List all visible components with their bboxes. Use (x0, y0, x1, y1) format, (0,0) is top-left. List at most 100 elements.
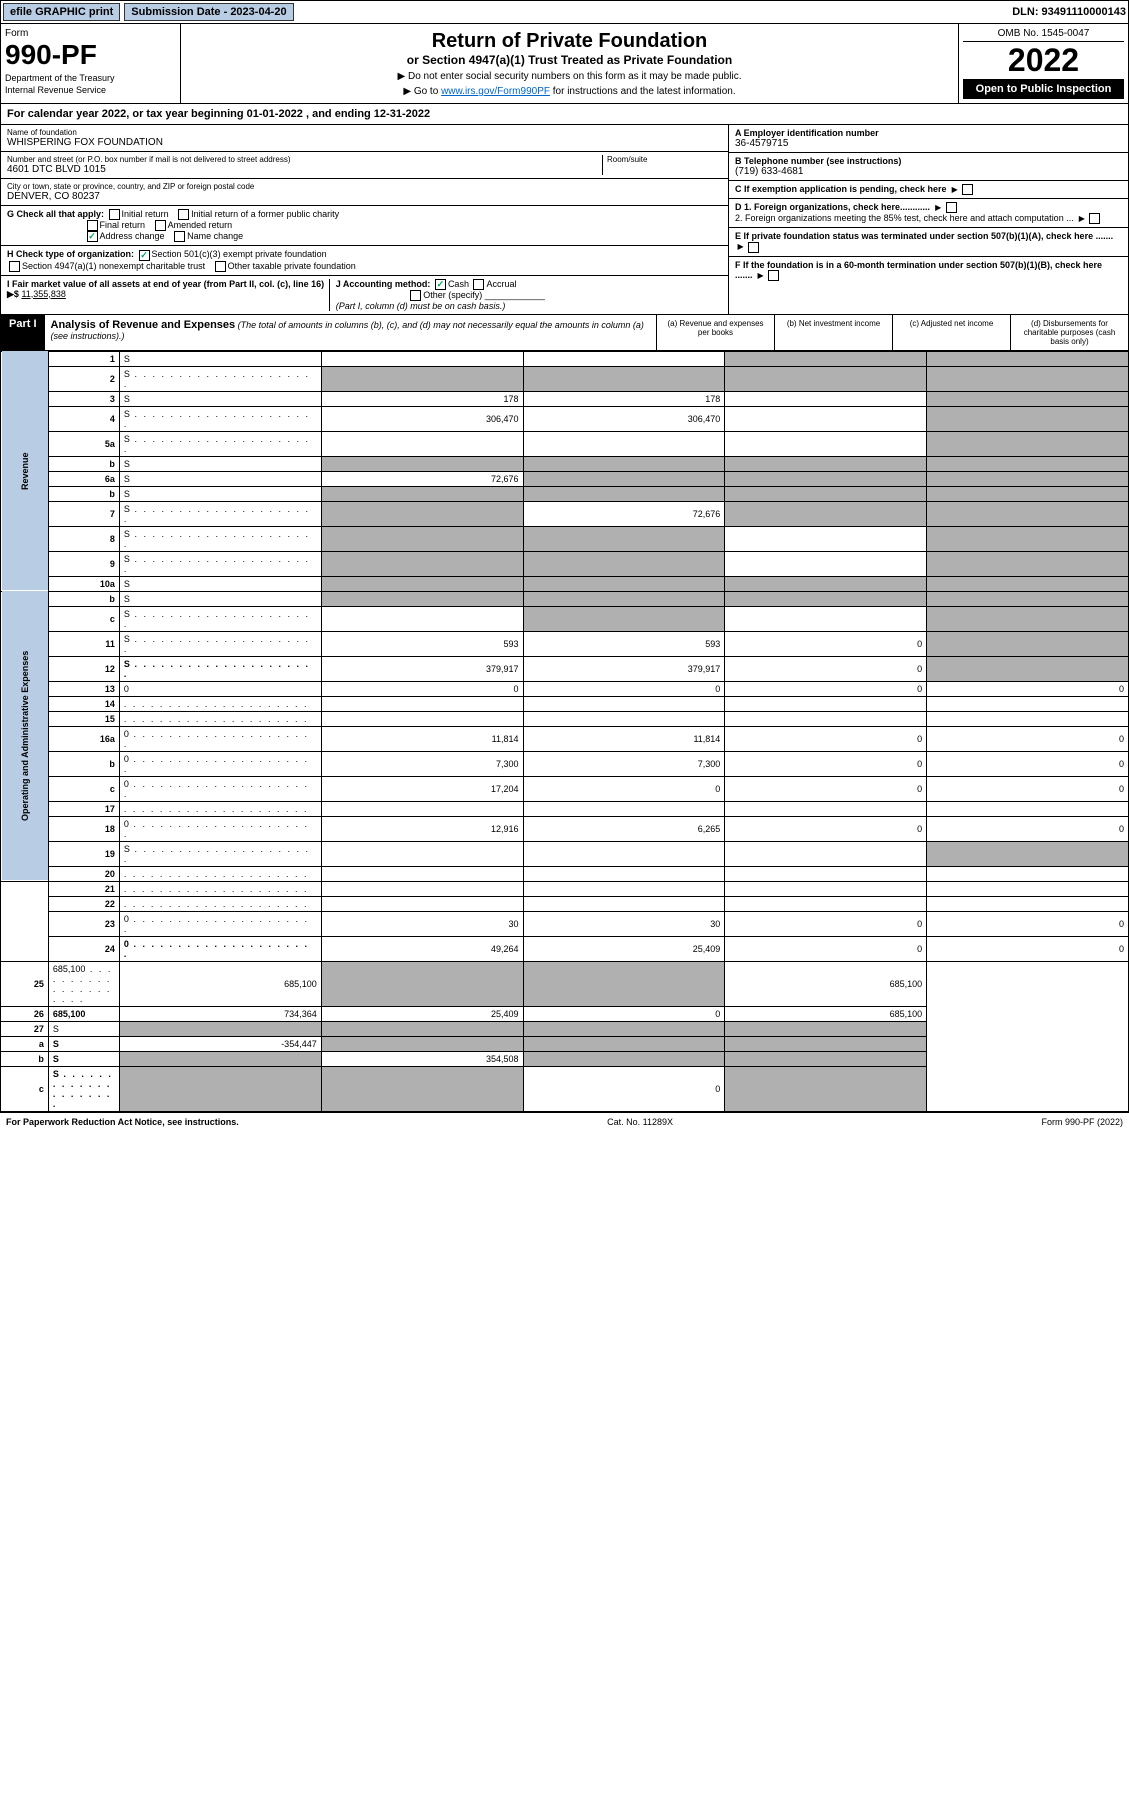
e-cell: E If private foundation status was termi… (729, 228, 1128, 256)
other-method-label: Other (specify) (423, 290, 482, 300)
amount-col-c (725, 526, 927, 551)
e-check[interactable] (748, 242, 759, 253)
street-address: 4601 DTC BLVD 1015 (7, 164, 602, 175)
f-cell: F If the foundation is in a 60-month ter… (729, 257, 1128, 284)
page-footer: For Paperwork Reduction Act Notice, see … (0, 1112, 1129, 1131)
accrual-check[interactable] (473, 279, 484, 290)
initial-former-check[interactable] (178, 209, 189, 220)
amount-col-d: 685,100 (725, 1006, 927, 1021)
footer-mid: Cat. No. 11289X (607, 1117, 673, 1127)
table-row: 8S (1, 526, 1129, 551)
4947-check[interactable] (9, 261, 20, 272)
line-description: S (119, 551, 321, 576)
amount-col-c: 0 (725, 726, 927, 751)
line-number: 2 (48, 366, 119, 391)
501c3-check[interactable] (139, 250, 150, 261)
part1-table: Revenue1S2S3S1781784S306,470306,4705aSbS… (0, 351, 1129, 1112)
omb-number: OMB No. 1545-0047 (963, 28, 1124, 42)
amount-col-d (725, 1066, 927, 1111)
amount-col-c (725, 696, 927, 711)
table-row: Operating and Administrative ExpensesbS (1, 591, 1129, 606)
col-c-hdr: (c) Adjusted net income (892, 315, 1010, 350)
amount-col-c (725, 366, 927, 391)
amount-col-d (927, 591, 1129, 606)
final-return-check[interactable] (87, 220, 98, 231)
line-number: 10a (48, 576, 119, 591)
amount-col-b (523, 801, 725, 816)
table-row: 18012,9166,26500 (1, 816, 1129, 841)
header-right: OMB No. 1545-0047 2022 Open to Public In… (958, 24, 1128, 103)
other-method-check[interactable] (410, 290, 421, 301)
blank-side (1, 881, 49, 961)
amount-col-c: 0 (523, 1066, 725, 1111)
amount-col-d: 0 (927, 681, 1129, 696)
table-row: 7S72,676 (1, 501, 1129, 526)
line-description (119, 866, 321, 881)
amount-col-a (321, 591, 523, 606)
amount-col-b: 0 (523, 776, 725, 801)
amount-col-c (725, 486, 927, 501)
line-description (119, 801, 321, 816)
line-number: 17 (48, 801, 119, 816)
amount-col-a: 685,100 (119, 961, 321, 1006)
amount-col-c (725, 406, 927, 431)
line-description: S (119, 406, 321, 431)
f-check[interactable] (768, 270, 779, 281)
form-header: Form 990-PF Department of the Treasury I… (0, 24, 1129, 104)
final-return-label: Final return (100, 220, 146, 230)
line-number: 25 (1, 961, 49, 1006)
d1-check[interactable] (946, 202, 957, 213)
table-row: bS (1, 456, 1129, 471)
efile-btn[interactable]: efile GRAPHIC print (3, 3, 120, 21)
address-change-check[interactable] (87, 231, 98, 242)
amount-col-b (523, 591, 725, 606)
amount-col-c (725, 881, 927, 896)
header-left: Form 990-PF Department of the Treasury I… (1, 24, 181, 103)
d-cell: D 1. Foreign organizations, check here..… (729, 199, 1128, 228)
other-taxable-check[interactable] (215, 261, 226, 272)
initial-return-check[interactable] (109, 209, 120, 220)
footer-left: For Paperwork Reduction Act Notice, see … (6, 1117, 239, 1127)
line-number: 12 (48, 656, 119, 681)
amended-check[interactable] (155, 220, 166, 231)
table-row: b07,3007,30000 (1, 751, 1129, 776)
submission-btn[interactable]: Submission Date - 2023-04-20 (124, 3, 293, 21)
amount-col-c (725, 896, 927, 911)
line-description: 0 (119, 751, 321, 776)
c-check[interactable] (962, 184, 973, 195)
f-label: F If the foundation is in a 60-month ter… (735, 260, 1102, 280)
irs-link[interactable]: www.irs.gov/Form990PF (441, 86, 550, 97)
amount-col-a (321, 841, 523, 866)
line-description: S (119, 431, 321, 456)
amount-col-a (119, 1066, 321, 1111)
amount-col-a: 11,814 (321, 726, 523, 751)
line-description: S (119, 366, 321, 391)
amount-col-c (725, 841, 927, 866)
instr-pre: ▶ Go to (403, 86, 441, 97)
name-change-label: Name change (187, 231, 243, 241)
amount-col-d (927, 866, 1129, 881)
amount-col-b: 30 (523, 911, 725, 936)
line-description: 0 (119, 936, 321, 961)
amount-col-a: 49,264 (321, 936, 523, 961)
g-check-cell: G Check all that apply: Initial return I… (1, 206, 728, 246)
name-change-check[interactable] (174, 231, 185, 242)
header-mid: Return of Private Foundation or Section … (181, 24, 958, 103)
amount-col-c (725, 606, 927, 631)
table-row: 26685,100734,36425,4090685,100 (1, 1006, 1129, 1021)
line-description (119, 896, 321, 911)
ein-label: A Employer identification number (735, 128, 1122, 138)
table-row: 9S (1, 551, 1129, 576)
amount-col-b (523, 551, 725, 576)
part1-title: Analysis of Revenue and Expenses (51, 319, 236, 331)
line-description (119, 696, 321, 711)
501c3-label: Section 501(c)(3) exempt private foundat… (152, 249, 327, 259)
cash-check[interactable] (435, 279, 446, 290)
amount-col-a (321, 351, 523, 366)
amount-col-a (119, 1021, 321, 1036)
j-note: (Part I, column (d) must be on cash basi… (336, 301, 506, 311)
d2-check[interactable] (1089, 213, 1100, 224)
ij-cell: I Fair market value of all assets at end… (1, 276, 728, 314)
amount-col-d (927, 576, 1129, 591)
amount-col-d: 0 (927, 911, 1129, 936)
